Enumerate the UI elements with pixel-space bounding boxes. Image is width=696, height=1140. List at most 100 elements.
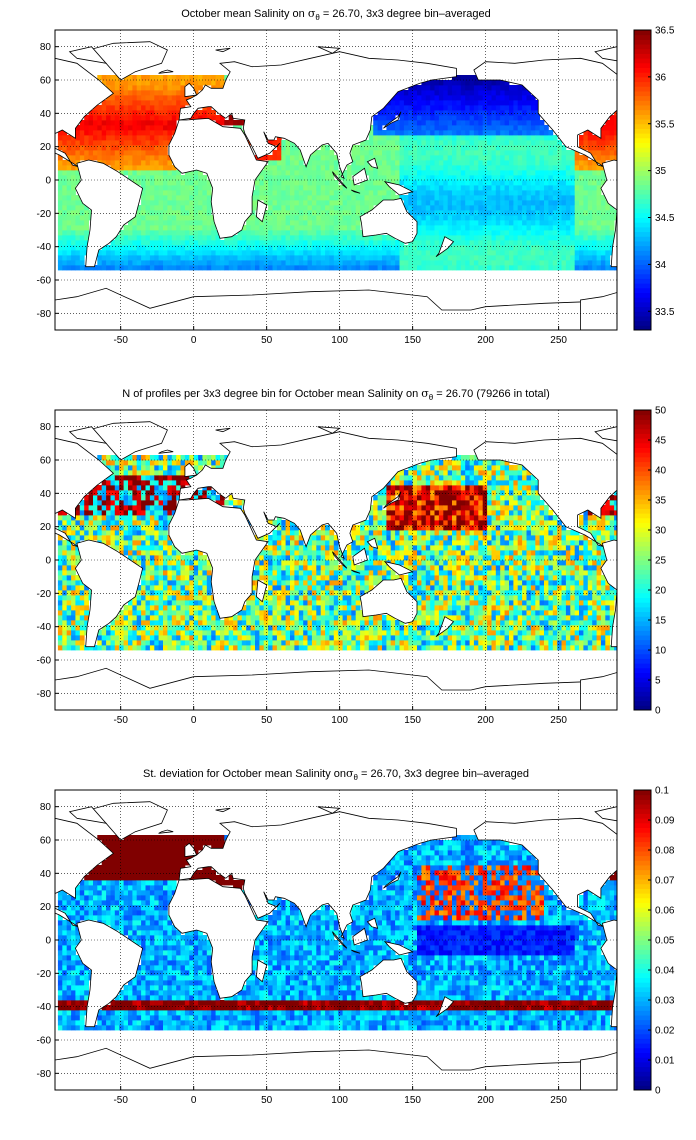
heatmap-cell bbox=[167, 495, 173, 501]
heatmap-cell bbox=[215, 255, 221, 261]
heatmap-cell bbox=[329, 205, 335, 211]
heatmap-cell bbox=[360, 180, 365, 186]
heatmap-cell bbox=[570, 190, 576, 196]
heatmap-cell bbox=[526, 175, 532, 181]
heatmap-cell bbox=[84, 145, 89, 151]
heatmap-cell bbox=[333, 190, 339, 196]
heatmap-cell bbox=[184, 640, 190, 646]
heatmap-cell bbox=[154, 530, 160, 536]
heatmap-cell bbox=[565, 205, 571, 211]
heatmap-cell bbox=[228, 495, 234, 501]
heatmap-cell bbox=[434, 250, 440, 256]
heatmap-cell bbox=[360, 205, 365, 211]
x-tick-label: 200 bbox=[477, 335, 494, 346]
heatmap-cell bbox=[250, 195, 256, 201]
heatmap-cell bbox=[478, 105, 484, 111]
heatmap-cell bbox=[211, 625, 216, 631]
heatmap-cell bbox=[583, 265, 589, 271]
heatmap-cell bbox=[491, 150, 497, 156]
heatmap-cell bbox=[149, 620, 155, 626]
heatmap-cell bbox=[171, 465, 177, 471]
heatmap-cell bbox=[141, 245, 146, 251]
heatmap-cell bbox=[399, 245, 405, 251]
heatmap-cell bbox=[469, 110, 475, 116]
heatmap-cell bbox=[495, 90, 501, 96]
heatmap-cell bbox=[176, 615, 181, 621]
heatmap-cell bbox=[211, 265, 216, 271]
heatmap-cell bbox=[123, 150, 129, 156]
heatmap-cell bbox=[360, 200, 365, 206]
heatmap-cell bbox=[202, 260, 208, 266]
heatmap-cell bbox=[382, 250, 387, 256]
heatmap-cell bbox=[149, 170, 155, 176]
heatmap-cell bbox=[145, 100, 151, 106]
heatmap-cell bbox=[237, 240, 243, 246]
heatmap-cell bbox=[211, 240, 216, 246]
heatmap-cell bbox=[294, 540, 300, 546]
heatmap-cell bbox=[163, 580, 168, 586]
heatmap-cell bbox=[587, 210, 593, 216]
heatmap-cell bbox=[587, 160, 593, 166]
heatmap-cell bbox=[535, 185, 541, 191]
heatmap-cell bbox=[88, 520, 94, 526]
heatmap-cell bbox=[522, 205, 527, 211]
heatmap-cell bbox=[119, 130, 124, 136]
heatmap-cell bbox=[294, 230, 300, 236]
heatmap-cell bbox=[132, 160, 138, 166]
heatmap-cell bbox=[325, 145, 330, 151]
heatmap-cell bbox=[97, 515, 103, 521]
heatmap-cell bbox=[136, 235, 142, 241]
heatmap-cell bbox=[346, 225, 352, 231]
heatmap-cell bbox=[570, 260, 576, 266]
heatmap-cell bbox=[224, 250, 230, 256]
heatmap-cell bbox=[119, 480, 124, 486]
heatmap-cell bbox=[482, 205, 488, 211]
heatmap-cell bbox=[119, 615, 124, 621]
heatmap-cell bbox=[614, 210, 617, 216]
heatmap-cell bbox=[465, 105, 470, 111]
heatmap-cell bbox=[114, 495, 120, 501]
heatmap-cell bbox=[526, 190, 532, 196]
heatmap-cell bbox=[552, 145, 558, 151]
heatmap-cell bbox=[128, 265, 133, 271]
heatmap-cell bbox=[119, 140, 124, 146]
landmass bbox=[168, 117, 269, 239]
heatmap-cell bbox=[609, 240, 615, 246]
heatmap-cell bbox=[215, 500, 221, 506]
heatmap-cell bbox=[62, 165, 68, 171]
heatmap-cell bbox=[500, 130, 505, 136]
heatmap-cell bbox=[141, 600, 146, 606]
heatmap-cell bbox=[430, 145, 435, 151]
heatmap-cell bbox=[307, 200, 313, 206]
heatmap-cell bbox=[268, 200, 273, 206]
heatmap-cell bbox=[311, 225, 317, 231]
heatmap-cell bbox=[482, 145, 488, 151]
heatmap-cell bbox=[136, 530, 142, 536]
heatmap-cell bbox=[552, 205, 558, 211]
heatmap-cell bbox=[412, 215, 418, 221]
heatmap-cell bbox=[154, 495, 160, 501]
heatmap-cell bbox=[246, 635, 251, 641]
heatmap-cell bbox=[176, 110, 181, 116]
heatmap-cell bbox=[263, 175, 269, 181]
heatmap-cell bbox=[158, 455, 164, 461]
heatmap-cell bbox=[504, 130, 510, 136]
heatmap-cell bbox=[263, 590, 269, 596]
heatmap-cell bbox=[180, 95, 186, 101]
heatmap-cell bbox=[517, 105, 523, 111]
heatmap-cell bbox=[145, 115, 151, 121]
heatmap-cell bbox=[141, 235, 146, 241]
heatmap-cell bbox=[176, 460, 181, 466]
heatmap-cell bbox=[71, 195, 76, 201]
heatmap-cell bbox=[408, 265, 414, 271]
heatmap-cell bbox=[136, 85, 142, 91]
heatmap-cell bbox=[290, 550, 295, 556]
heatmap-cell bbox=[565, 185, 571, 191]
heatmap-cell bbox=[338, 255, 343, 261]
heatmap-cell bbox=[382, 165, 387, 171]
heatmap-cell bbox=[456, 225, 462, 231]
heatmap-cell bbox=[377, 245, 383, 251]
heatmap-cell bbox=[163, 640, 168, 646]
heatmap-cell bbox=[329, 180, 335, 186]
heatmap-cell bbox=[171, 110, 177, 116]
